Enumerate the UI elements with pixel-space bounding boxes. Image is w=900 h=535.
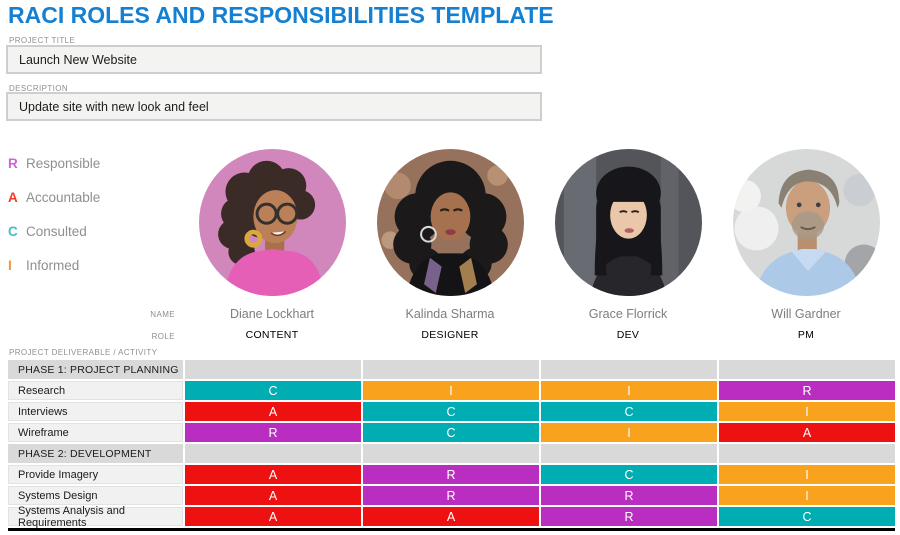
raci-cell[interactable]: R (541, 486, 717, 505)
legend-label: Accountable (26, 189, 101, 205)
raci-cell[interactable]: I (541, 381, 717, 400)
raci-table: PHASE 1: PROJECT PLANNING Research C I I R Int… (8, 360, 895, 531)
activity-label-cell: Systems Design (8, 486, 183, 505)
raci-cell[interactable]: I (541, 423, 717, 442)
raci-cell[interactable]: A (719, 423, 895, 442)
phase-row-filler (363, 444, 539, 463)
raci-cell[interactable]: C (541, 465, 717, 484)
raci-cell[interactable]: A (363, 507, 539, 526)
raci-cell[interactable]: I (719, 402, 895, 421)
phase-row-filler (719, 444, 895, 463)
activity-label-cell: Systems Analysis and Requirements (8, 505, 183, 529)
team-names: Diane Lockhart Kalinda Sharma Grace Florri… (183, 307, 895, 321)
member-role: DEV (616, 329, 640, 341)
matrix-header-label: PROJECT DELIVERABLE / ACTIVITY (9, 348, 158, 357)
role-row-label: ROLE (151, 332, 175, 341)
activity-label-cell: Provide Imagery (8, 465, 183, 484)
raci-grid: PHASE 1: PROJECT PLANNING Research C I I R Int… (8, 360, 895, 529)
raci-cell[interactable]: I (719, 486, 895, 505)
team-roles: CONTENT DESIGNER DEV PM (183, 329, 895, 341)
activity-label-cell: Wireframe (8, 423, 183, 442)
project-title-value: Launch New Website (19, 52, 137, 67)
phase-row-filler (185, 444, 361, 463)
raci-cell[interactable]: A (185, 486, 361, 505)
phase-row-filler (541, 444, 717, 463)
raci-legend: R Responsible A Accountable C Consulted I Infor… (8, 153, 100, 289)
phase-row-label: PHASE 1: PROJECT PLANNING (8, 360, 183, 379)
legend-letter: R (8, 155, 18, 171)
avatar-photo (198, 149, 346, 296)
raci-cell[interactable]: R (541, 507, 717, 526)
team-avatars (183, 149, 895, 296)
avatar-photo (732, 149, 880, 296)
member-name: Will Gardner (771, 307, 841, 321)
legend-item-responsible: R Responsible (8, 153, 100, 173)
project-title-input[interactable]: Launch New Website (6, 45, 542, 74)
member-avatar-4 (717, 149, 895, 296)
raci-cell[interactable]: A (185, 507, 361, 526)
legend-label: Responsible (26, 155, 101, 171)
member-role: PM (797, 329, 815, 341)
legend-letter: I (8, 257, 12, 273)
avatar-photo (554, 149, 702, 296)
raci-cell[interactable]: C (185, 381, 361, 400)
activity-label-cell: Interviews (8, 402, 183, 421)
raci-cell[interactable]: R (185, 423, 361, 442)
legend-label: Informed (26, 257, 80, 273)
phase-row-filler (719, 360, 895, 379)
legend-label: Consulted (26, 223, 87, 239)
legend-item-consulted: C Consulted (8, 221, 100, 241)
raci-cell[interactable]: C (719, 507, 895, 526)
name-row-label: NAME (150, 310, 175, 319)
legend-item-accountable: A Accountable (8, 187, 100, 207)
raci-cell[interactable]: C (363, 423, 539, 442)
phase-row-filler (185, 360, 361, 379)
member-avatar-1 (183, 149, 361, 296)
page-title: RACI ROLES AND RESPONSIBILITIES TEMPLATE (8, 2, 554, 28)
description-label: DESCRIPTION (9, 84, 69, 93)
raci-cell[interactable]: R (363, 486, 539, 505)
description-input[interactable]: Update site with new look and feel (6, 92, 542, 121)
activity-label-cell: Research (8, 381, 183, 400)
raci-cell[interactable]: R (719, 381, 895, 400)
member-avatar-3 (539, 149, 717, 296)
raci-cell[interactable]: I (363, 381, 539, 400)
raci-cell[interactable]: A (185, 465, 361, 484)
table-bottom-border (8, 528, 895, 531)
legend-item-informed: I Informed (8, 255, 100, 275)
phase-row-filler (363, 360, 539, 379)
project-title-label: PROJECT TITLE (9, 36, 76, 45)
member-avatar-2 (361, 149, 539, 296)
member-name: Kalinda Sharma (405, 307, 495, 321)
legend-letter: C (8, 223, 18, 239)
phase-row-filler (541, 360, 717, 379)
member-name: Grace Florrick (588, 307, 668, 321)
member-name: Diane Lockhart (229, 307, 315, 321)
legend-letter: A (8, 189, 18, 205)
raci-cell[interactable]: I (719, 465, 895, 484)
raci-cell[interactable]: R (363, 465, 539, 484)
avatar-photo (376, 149, 524, 296)
raci-cell[interactable]: C (541, 402, 717, 421)
raci-cell[interactable]: A (185, 402, 361, 421)
description-value: Update site with new look and feel (19, 99, 209, 114)
phase-row-label: PHASE 2: DEVELOPMENT (8, 444, 183, 463)
raci-cell[interactable]: C (363, 402, 539, 421)
member-role: DESIGNER (421, 329, 479, 341)
member-role: CONTENT (245, 329, 299, 341)
